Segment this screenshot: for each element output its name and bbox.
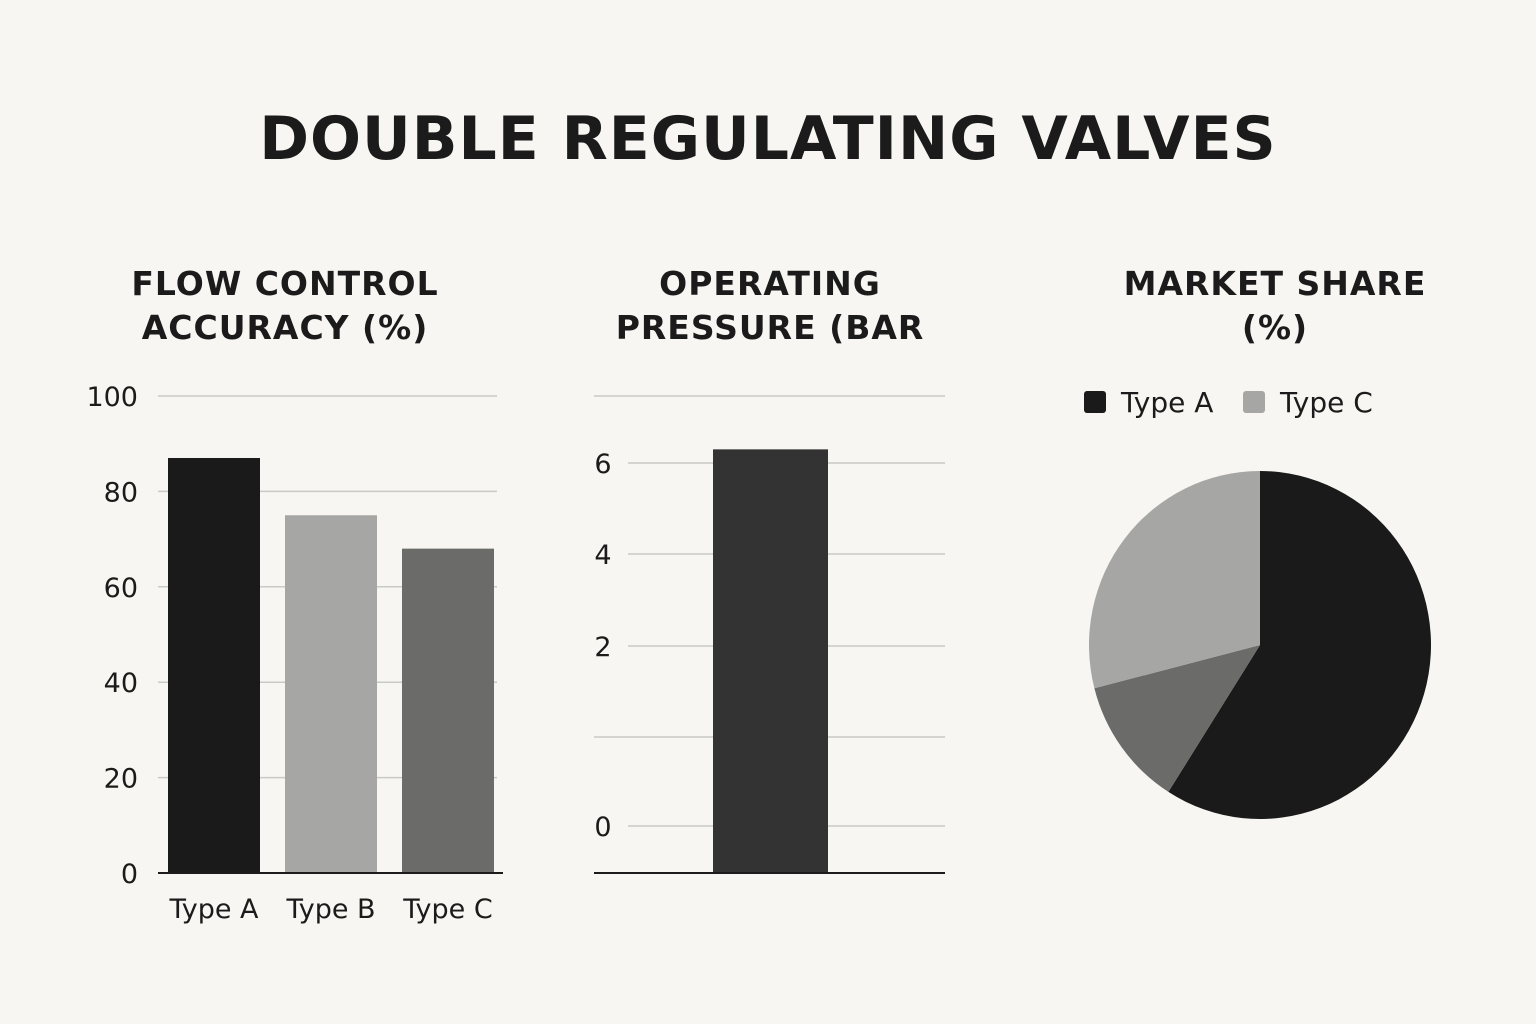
bar-type-a: [168, 458, 260, 873]
y-tick-label: 20: [104, 764, 138, 795]
legend-swatch: [1243, 391, 1265, 413]
legend-label: Type A: [1120, 386, 1213, 419]
x-tick-label: Type C: [402, 894, 492, 925]
y-tick-label: 6: [594, 449, 611, 480]
operating-pressure-title: OPERATING PRESSURE (BAR: [570, 262, 970, 350]
operating-pressure-title-line-2: PRESSURE (BAR: [615, 308, 925, 347]
y-tick-label: 0: [594, 812, 611, 843]
y-tick-label: 4: [594, 540, 611, 571]
pie-slice-type-a: [1168, 471, 1431, 819]
y-tick-label: 80: [104, 477, 138, 508]
flow-accuracy-title: FLOW CONTROL ACCURACY (%): [100, 262, 470, 350]
pie-slice-unlabeled: [1094, 645, 1260, 792]
y-tick-label: 0: [121, 859, 138, 890]
bar-type-c: [402, 548, 494, 873]
bar-type-b: [285, 515, 377, 873]
market-share-title: MARKET SHARE (%): [1090, 262, 1460, 350]
y-tick-label: 60: [104, 573, 138, 604]
y-tick-label: 40: [104, 668, 138, 699]
operating-pressure-title-line-1: OPERATING: [659, 264, 881, 303]
y-tick-label: 100: [86, 382, 138, 413]
y-tick-label: 2: [594, 632, 611, 663]
bar-operating-pressure: [713, 449, 828, 873]
pie-slice-type-c: [1089, 471, 1260, 689]
main-title: DOUBLE REGULATING VALVES: [259, 104, 1277, 174]
x-tick-label: Type B: [285, 894, 375, 925]
x-tick-label: Type A: [168, 894, 259, 925]
flow-accuracy-title-line-2: ACCURACY (%): [141, 308, 429, 347]
legend-swatch: [1084, 391, 1106, 413]
flow-accuracy-title-line-1: FLOW CONTROL: [131, 264, 439, 303]
market-share-title-line-2: (%): [1241, 308, 1309, 347]
market-share-title-line-1: MARKET SHARE: [1123, 264, 1427, 303]
legend-label: Type C: [1279, 386, 1373, 419]
